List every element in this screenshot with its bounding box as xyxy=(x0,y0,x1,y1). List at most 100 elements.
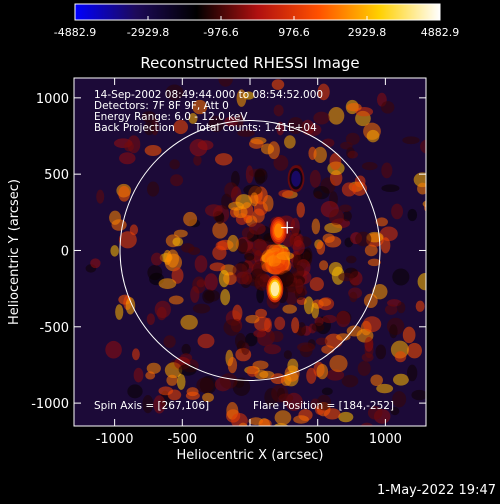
heatmap-cell xyxy=(166,249,179,268)
heatmap-cell xyxy=(241,227,255,240)
heatmap-cell xyxy=(417,272,426,291)
heatmap-cell xyxy=(321,387,333,396)
heatmap-cell xyxy=(236,89,247,107)
heatmap-cell xyxy=(208,115,225,133)
heatmap-cell xyxy=(341,182,357,197)
heatmap-cell xyxy=(433,252,449,263)
heatmap-cell xyxy=(342,210,352,222)
heatmap-cell xyxy=(434,233,449,248)
heatmap-cell xyxy=(306,367,317,384)
colorbar xyxy=(74,3,441,21)
heatmap-cell xyxy=(329,209,345,225)
heatmap-cell xyxy=(231,412,248,426)
heatmap-cell xyxy=(291,264,305,279)
heatmap-cell xyxy=(392,391,407,408)
heatmap-cell xyxy=(205,204,223,217)
heatmap-cell xyxy=(349,291,358,303)
heatmap-cell xyxy=(303,296,314,315)
heatmap-cell xyxy=(324,236,342,248)
heatmap-cell xyxy=(273,155,289,171)
heatmap-cell xyxy=(346,103,362,112)
heatmap-cell xyxy=(372,283,388,300)
heatmap-cell xyxy=(165,84,184,101)
heatmap-cell xyxy=(272,432,280,446)
heatmap-cell xyxy=(329,355,348,373)
heatmap-cell xyxy=(308,146,317,160)
heatmap-cell xyxy=(243,184,262,196)
heatmap-cell xyxy=(376,383,394,394)
heatmap-cell xyxy=(188,246,201,256)
heatmap-cell xyxy=(236,238,248,254)
heatmap-cell xyxy=(274,316,286,330)
heatmap-cell xyxy=(127,384,143,399)
heatmap-cell xyxy=(450,268,466,281)
heatmap-cell xyxy=(338,272,355,282)
heatmap-cell xyxy=(313,146,327,163)
heatmap-cell xyxy=(118,185,131,202)
heatmap-cell xyxy=(380,237,391,254)
heatmap-cell xyxy=(322,138,335,148)
heatmap-cell xyxy=(154,300,171,319)
peak-source xyxy=(291,170,301,187)
heatmap-cell xyxy=(250,192,259,207)
heatmap-cell xyxy=(145,371,156,380)
heatmap-cell xyxy=(264,317,273,333)
heatmap-cell xyxy=(276,251,294,261)
heatmap-cell xyxy=(335,440,351,449)
heatmap-cell xyxy=(173,229,188,238)
heatmap-cell xyxy=(192,99,208,115)
heatmap-cell xyxy=(248,417,264,425)
heatmap-cell xyxy=(185,391,200,400)
heatmap-cell xyxy=(168,295,184,305)
y-tick-label: 0 xyxy=(61,244,69,259)
heatmap-cell xyxy=(105,340,122,359)
heatmap-cell xyxy=(415,300,425,312)
heatmap-cell xyxy=(237,129,255,137)
heatmap-cell xyxy=(254,273,270,291)
heatmap-cell xyxy=(227,356,238,374)
heatmap-cell xyxy=(173,119,189,135)
heatmap-cell xyxy=(322,314,337,324)
heatmap-cell xyxy=(301,119,315,136)
heatmap-cell xyxy=(389,324,398,339)
heatmap-cell xyxy=(284,135,296,149)
heatmap-cell xyxy=(321,345,335,354)
heatmap-cell xyxy=(251,238,268,256)
heatmap-cell xyxy=(384,304,398,315)
heatmap-cell xyxy=(353,437,363,450)
heatmap-cell xyxy=(361,162,378,171)
timestamp: 1-May-2022 19:47 xyxy=(377,483,496,498)
peak-source xyxy=(274,223,283,238)
heatmap-cell xyxy=(163,335,176,349)
heatmap-cell xyxy=(402,136,420,145)
heatmap-cell xyxy=(316,241,326,255)
heatmap-cell xyxy=(319,260,329,271)
heatmap-cell xyxy=(287,358,299,373)
heatmap-cell xyxy=(444,175,462,193)
heatmap-cell xyxy=(96,189,105,204)
heatmap-cell xyxy=(188,113,198,124)
heatmap-cell xyxy=(407,208,418,222)
heatmap-cell xyxy=(367,258,381,267)
heatmap-cell xyxy=(193,155,202,166)
heatmap-cell xyxy=(146,362,161,374)
colorbar-tick-label: -4882.9 xyxy=(54,26,96,39)
heatmap-cell xyxy=(328,106,345,125)
heatmap-cell xyxy=(270,373,286,385)
heatmap-cell xyxy=(209,262,226,272)
heatmap-cell xyxy=(309,277,324,292)
y-axis-label: Heliocentric Y (arcsec) xyxy=(7,179,22,325)
heatmap-cell xyxy=(176,373,186,390)
heatmap-cell xyxy=(295,278,304,295)
heatmap-cell xyxy=(241,271,253,285)
heatmap-cell xyxy=(381,162,393,179)
heatmap-cell xyxy=(360,422,374,426)
heatmap-cell xyxy=(255,308,267,319)
heatmap-cell xyxy=(329,152,342,171)
heatmap-cell xyxy=(197,333,215,349)
heatmap-cell xyxy=(315,337,328,346)
heatmap-cell xyxy=(339,204,352,213)
heatmap-cell xyxy=(338,411,354,423)
peak-source xyxy=(270,281,280,297)
heatmap-cell xyxy=(434,332,452,344)
